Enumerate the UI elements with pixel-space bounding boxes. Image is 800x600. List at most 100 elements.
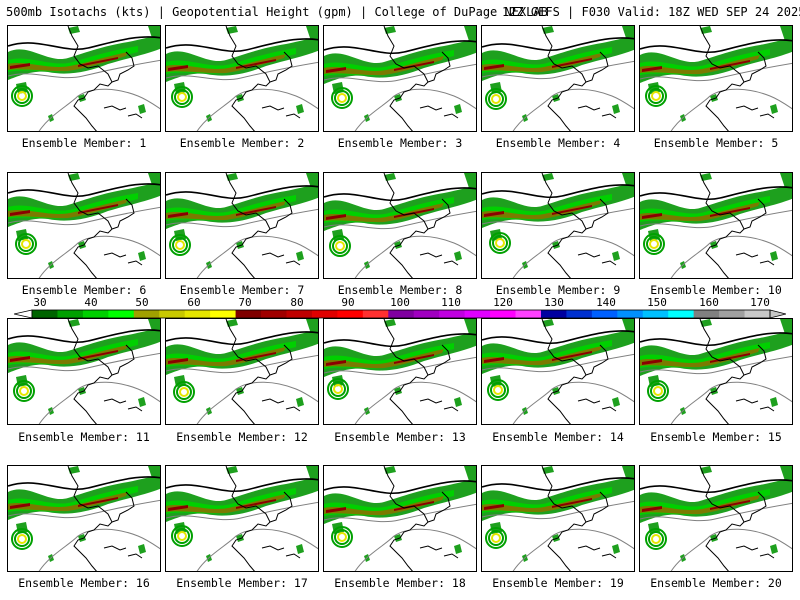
ensemble-map — [324, 319, 476, 424]
ensemble-map — [8, 319, 160, 424]
coastline — [67, 26, 143, 131]
height-contour — [8, 352, 160, 372]
storm-isotach-ring — [490, 382, 506, 398]
storm-isotach-ring — [327, 378, 349, 400]
colorbar-tick-label: 30 — [33, 296, 47, 309]
height-contour — [166, 61, 318, 81]
height-contour — [670, 88, 792, 131]
height-contour — [196, 235, 318, 278]
height-contour — [38, 381, 160, 424]
coastline — [225, 173, 301, 278]
jet-outer-band — [8, 326, 160, 373]
jet-outer-band — [166, 328, 318, 375]
coastline — [383, 26, 459, 131]
height-contour — [482, 500, 634, 520]
jet-core-band — [8, 199, 128, 219]
storm-isotach-ring — [646, 236, 662, 252]
storm-isotach-ring — [491, 533, 501, 543]
colorbar-segment — [642, 310, 669, 318]
storm-isotach-ring — [335, 241, 345, 251]
height-contour — [640, 355, 792, 375]
colorbar-tick-label: 120 — [493, 296, 513, 309]
header-title: 500mb Isotachs (kts) | Geopotential Heig… — [6, 5, 548, 19]
ensemble-member-label: Ensemble Member: 17 — [176, 576, 308, 590]
coastline — [699, 466, 775, 571]
ensemble-member-label: Ensemble Member: 3 — [337, 136, 463, 150]
height-contour — [354, 528, 476, 571]
jet-max-streak — [10, 57, 118, 69]
height-contour — [512, 528, 634, 571]
jet-max-streak — [168, 499, 276, 511]
height-contour — [324, 503, 476, 523]
storm-isotach-ring — [176, 384, 192, 400]
jet-core-band — [482, 493, 602, 513]
jet-max-streak — [10, 204, 118, 216]
colorbar-tick-label: 130 — [544, 296, 564, 309]
height-contour — [482, 184, 634, 198]
height-contour — [324, 63, 476, 83]
colorbar-tick-label: 170 — [750, 296, 770, 309]
ensemble-panel — [165, 318, 319, 425]
storm-isotach-ring — [488, 530, 504, 546]
height-contour — [8, 183, 160, 197]
ensemble-map — [482, 466, 634, 571]
colorbar-tick-label: 100 — [390, 296, 410, 309]
ensemble-map — [482, 173, 634, 278]
height-contour — [166, 354, 318, 374]
ensemble-panel — [165, 172, 319, 279]
jet-core-band — [640, 202, 760, 222]
storm-isotach-ring — [21, 239, 31, 249]
jet-core-band — [166, 494, 286, 514]
height-contour — [324, 480, 476, 494]
storm-isotach-ring — [650, 383, 666, 399]
jet-core-band — [482, 53, 602, 73]
storm-isotach-ring — [11, 528, 33, 550]
height-contour — [640, 332, 792, 346]
jet-core-band — [8, 492, 128, 512]
storm-isotach-ring — [651, 91, 661, 101]
coastline — [699, 319, 775, 424]
coastline — [699, 26, 775, 131]
height-contour — [482, 207, 634, 227]
ensemble-map — [640, 26, 792, 131]
ensemble-map — [482, 26, 634, 131]
colorbar-segment — [235, 310, 262, 318]
colorbar-tick-label: 70 — [238, 296, 252, 309]
storm-isotach-ring — [645, 528, 667, 550]
storm-isotach-ring — [487, 379, 509, 401]
colorbar-segment — [82, 310, 109, 318]
ensemble-map — [640, 173, 792, 278]
ensemble-member-label: Ensemble Member: 6 — [21, 283, 147, 297]
coastline — [225, 466, 301, 571]
storm-isotach-ring — [331, 526, 353, 548]
jet-max-streak — [10, 350, 118, 362]
colorbar-segment — [286, 310, 313, 318]
jet-outer-band — [324, 184, 476, 231]
storm-isotach-ring — [648, 531, 664, 547]
coastline — [67, 319, 143, 424]
colorbar-segment — [32, 310, 58, 318]
storm-isotach-ring — [331, 87, 353, 109]
storm-isotach-ring — [493, 385, 503, 395]
height-contour — [640, 502, 792, 522]
colorbar-segment — [337, 310, 364, 318]
coastline — [541, 26, 617, 131]
colorbar-segment — [159, 310, 186, 318]
colorbar-segment — [566, 310, 593, 318]
storm-isotach-ring — [172, 237, 188, 253]
height-contour — [354, 381, 476, 424]
isotach-patch — [174, 466, 318, 562]
height-contour — [640, 209, 792, 229]
jet-outer-band — [8, 33, 160, 80]
jet-outer-band — [8, 473, 160, 520]
height-contour — [482, 37, 634, 51]
storm-isotach-ring — [177, 92, 187, 102]
storm-isotach-ring — [647, 380, 669, 402]
coastline — [541, 173, 617, 278]
storm-isotach-ring — [14, 88, 30, 104]
colorbar-segment — [719, 310, 746, 318]
colorbar-segment — [133, 310, 160, 318]
isotach-patch — [490, 466, 634, 562]
ensemble-member-label: Ensemble Member: 11 — [18, 430, 150, 444]
height-contour — [38, 88, 160, 131]
